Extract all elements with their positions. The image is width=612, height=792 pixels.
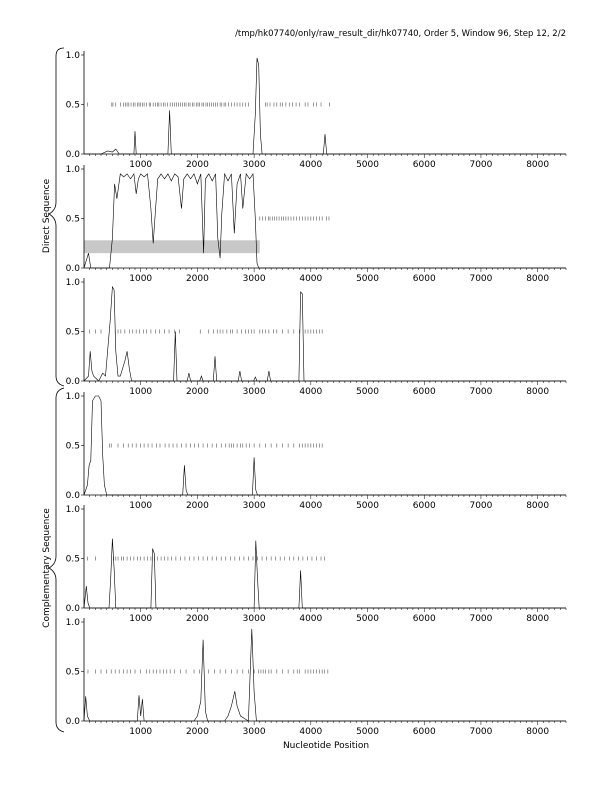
chart-title: /tmp/hk07740/only/raw_result_dir/hk07740… xyxy=(235,29,566,39)
x-tick-label: 4000 xyxy=(299,614,322,624)
y-tick-label: 0.0 xyxy=(66,491,81,501)
panel-6: 0.0 0.5 1.0 1000 2000 3000 4000 5000 6000 7000 800… xyxy=(66,618,567,737)
x-tick-label: 6000 xyxy=(413,274,436,284)
x-tick-label: 3000 xyxy=(243,501,266,511)
x-tick-label: 5000 xyxy=(356,387,379,397)
y-tick-label: 1.0 xyxy=(66,392,81,402)
x-tick-label: 4000 xyxy=(299,274,322,284)
panel-2: 0.0 0.5 1.0 1000 2000 3000 4000 5000 6000 7000 800… xyxy=(66,165,567,284)
y-tick-label: 0.5 xyxy=(66,101,80,111)
x-tick-label: 5000 xyxy=(356,160,379,170)
x-tick-label: 7000 xyxy=(469,387,492,397)
shaded-band xyxy=(84,240,260,254)
x-tick-label: 8000 xyxy=(526,614,549,624)
x-tick-label: 8000 xyxy=(526,160,549,170)
y-tick-label: 0.0 xyxy=(66,604,81,614)
x-tick-label: 1000 xyxy=(129,274,152,284)
y-tick-label: 0.0 xyxy=(66,717,81,727)
x-tick-label: 8000 xyxy=(526,274,549,284)
x-tick-label: 6000 xyxy=(413,501,436,511)
x-tick-label: 4000 xyxy=(299,387,322,397)
x-tick-label: 7000 xyxy=(469,160,492,170)
x-tick-label: 7000 xyxy=(469,501,492,511)
y-tick-label: 1.0 xyxy=(66,618,81,628)
x-tick-label: 6000 xyxy=(413,160,436,170)
x-tick-label: 4000 xyxy=(299,501,322,511)
y-tick-label: 1.0 xyxy=(66,51,81,61)
x-tick-label: 5000 xyxy=(356,274,379,284)
x-tick-label: 2000 xyxy=(186,274,209,284)
complementary-sequence-brace: Complementary Sequence xyxy=(42,387,65,733)
x-tick-label: 1000 xyxy=(129,501,152,511)
y-tick-label: 0.0 xyxy=(66,150,81,160)
direct-sequence-label: Direct Sequence xyxy=(42,178,52,253)
x-tick-label: 2000 xyxy=(186,387,209,397)
x-tick-label: 7000 xyxy=(469,727,492,737)
x-tick-label: 1000 xyxy=(129,727,152,737)
x-tick-label: 8000 xyxy=(526,387,549,397)
x-tick-label: 6000 xyxy=(413,727,436,737)
x-tick-label: 5000 xyxy=(356,501,379,511)
x-tick-label: 4000 xyxy=(299,160,322,170)
x-tick-label: 2000 xyxy=(186,160,209,170)
panel-4: 0.0 0.5 1.0 1000 2000 3000 4000 5000 6000 7000 800… xyxy=(66,392,567,511)
x-tick-label: 3000 xyxy=(243,160,266,170)
x-tick-label: 7000 xyxy=(469,274,492,284)
x-tick-label: 2000 xyxy=(186,727,209,737)
series-line xyxy=(83,172,566,269)
y-tick-label: 0.5 xyxy=(66,215,80,225)
panel-1: 0.0 0.5 1.0 1000 2000 3000 4000 5000 6000 7000 800… xyxy=(66,51,567,170)
series-line xyxy=(83,395,566,496)
x-tick-label: 3000 xyxy=(243,274,266,284)
panel-3: 0.0 0.5 1.0 1000 2000 3000 4000 5000 6000 7000 800… xyxy=(66,278,567,397)
y-tick-label: 1.0 xyxy=(66,505,81,515)
series-line xyxy=(83,538,566,609)
x-tick-label: 2000 xyxy=(186,614,209,624)
series-line xyxy=(83,285,566,382)
x-tick-label: 3000 xyxy=(243,614,266,624)
y-tick-label: 1.0 xyxy=(66,278,81,288)
x-tick-label: 8000 xyxy=(526,727,549,737)
x-tick-label: 4000 xyxy=(299,727,322,737)
x-tick-label: 6000 xyxy=(413,614,436,624)
x-tick-label: 1000 xyxy=(129,387,152,397)
y-tick-label: 0.5 xyxy=(66,668,80,678)
y-tick-label: 0.0 xyxy=(66,377,81,387)
y-tick-label: 0.5 xyxy=(66,555,80,565)
x-tick-label: 2000 xyxy=(186,501,209,511)
x-tick-label: 5000 xyxy=(356,727,379,737)
y-tick-label: 0.5 xyxy=(66,328,80,338)
series-line xyxy=(84,57,566,155)
x-tick-label: 1000 xyxy=(129,160,152,170)
direct-sequence-brace: Direct Sequence xyxy=(42,47,65,387)
complementary-sequence-label: Complementary Sequence xyxy=(42,508,52,628)
series-line xyxy=(83,628,566,722)
x-tick-label: 3000 xyxy=(243,727,266,737)
y-tick-label: 0.0 xyxy=(66,264,81,274)
panel-5: 0.0 0.5 1.0 1000 2000 3000 4000 5000 6000 7000 800… xyxy=(66,505,567,624)
x-tick-label: 8000 xyxy=(526,501,549,511)
x-tick-label: 6000 xyxy=(413,387,436,397)
x-axis-title: Nucleotide Position xyxy=(283,741,369,751)
x-tick-label: 1000 xyxy=(129,614,152,624)
x-tick-label: 3000 xyxy=(243,387,266,397)
y-tick-label: 1.0 xyxy=(66,165,81,175)
panels-group: 0.0 0.5 1.0 1000 2000 3000 4000 5000 6000 7000 800… xyxy=(66,51,567,737)
x-tick-label: 5000 xyxy=(356,614,379,624)
y-tick-label: 0.5 xyxy=(66,442,80,452)
x-tick-label: 7000 xyxy=(469,614,492,624)
